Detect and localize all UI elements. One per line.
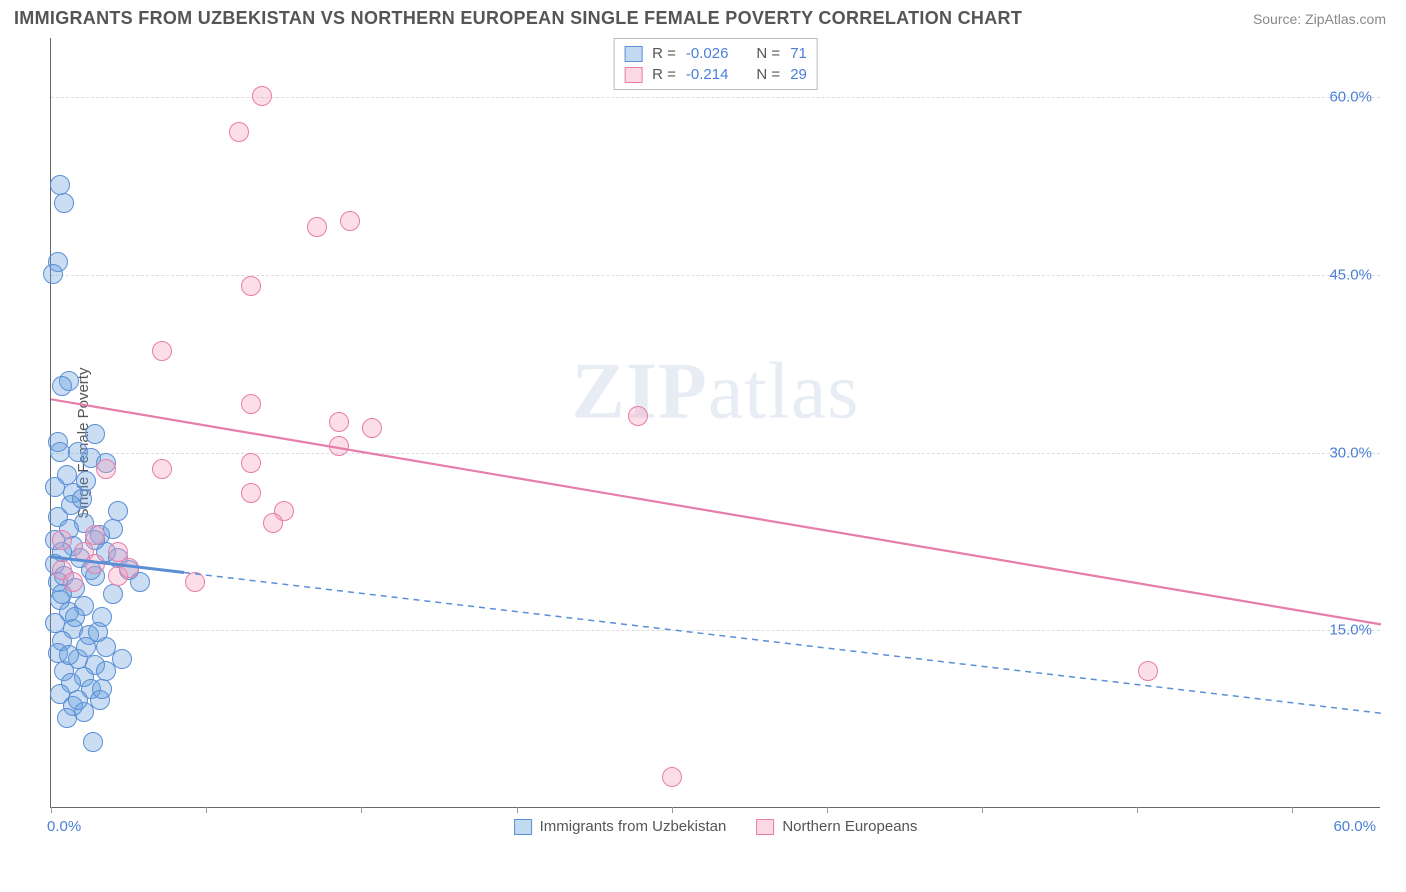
- legend-series: Immigrants from Uzbekistan Northern Euro…: [514, 818, 918, 835]
- data-point: [50, 442, 70, 462]
- data-point: [52, 376, 72, 396]
- data-point: [119, 558, 139, 578]
- data-point: [72, 489, 92, 509]
- swatch-icon: [756, 819, 774, 835]
- chart-title: IMMIGRANTS FROM UZBEKISTAN VS NORTHERN E…: [14, 8, 1022, 29]
- data-point: [88, 622, 108, 642]
- data-point: [43, 264, 63, 284]
- data-point: [229, 122, 249, 142]
- data-point: [362, 418, 382, 438]
- data-point: [241, 394, 261, 414]
- data-point: [92, 679, 112, 699]
- data-point: [103, 584, 123, 604]
- data-point: [241, 276, 261, 296]
- data-point: [96, 459, 116, 479]
- watermark: ZIPatlas: [572, 346, 860, 437]
- data-point: [152, 341, 172, 361]
- r-label: R =: [652, 66, 676, 83]
- data-point: [628, 406, 648, 426]
- data-point: [185, 572, 205, 592]
- legend-stats: R = -0.026 N = 71 R = -0.214 N = 29: [613, 38, 818, 90]
- legend-label: Northern Europeans: [782, 818, 917, 835]
- data-point: [54, 193, 74, 213]
- x-tick-mark: [827, 807, 828, 813]
- swatch-icon: [514, 819, 532, 835]
- data-point: [252, 86, 272, 106]
- swatch-icon: [624, 46, 642, 62]
- legend-item: Northern Europeans: [756, 818, 917, 835]
- x-tick-mark: [1137, 807, 1138, 813]
- n-label: N =: [756, 66, 780, 83]
- data-point: [63, 572, 83, 592]
- n-label: N =: [756, 45, 780, 62]
- data-point: [57, 708, 77, 728]
- data-point: [241, 483, 261, 503]
- x-tick-mark: [672, 807, 673, 813]
- data-point: [85, 554, 105, 574]
- data-point: [152, 459, 172, 479]
- x-tick-mark: [51, 807, 52, 813]
- x-tick-mark: [206, 807, 207, 813]
- gridline: [51, 630, 1380, 631]
- data-point: [52, 530, 72, 550]
- x-tick-mark: [982, 807, 983, 813]
- data-point: [662, 767, 682, 787]
- x-tick-mark: [517, 807, 518, 813]
- x-tick-mark: [1292, 807, 1293, 813]
- y-tick-label: 60.0%: [1329, 89, 1372, 106]
- data-point: [65, 607, 85, 627]
- data-point: [263, 513, 283, 533]
- legend-stats-row: R = -0.026 N = 71: [624, 43, 807, 64]
- x-tick-mark: [361, 807, 362, 813]
- legend-item: Immigrants from Uzbekistan: [514, 818, 727, 835]
- swatch-icon: [624, 67, 642, 83]
- y-tick-label: 15.0%: [1329, 622, 1372, 639]
- data-point: [85, 424, 105, 444]
- data-point: [112, 649, 132, 669]
- n-value: 29: [790, 66, 807, 83]
- x-tick-label: 0.0%: [47, 818, 81, 835]
- x-tick-label: 60.0%: [1333, 818, 1376, 835]
- data-point: [57, 465, 77, 485]
- data-point: [340, 211, 360, 231]
- data-point: [329, 412, 349, 432]
- data-point: [50, 175, 70, 195]
- y-tick-label: 45.0%: [1329, 266, 1372, 283]
- data-point: [103, 519, 123, 539]
- trend-lines: [51, 38, 1381, 808]
- chart-container: Single Female Poverty ZIPatlas R = -0.02…: [14, 38, 1392, 848]
- data-point: [1138, 661, 1158, 681]
- data-point: [83, 732, 103, 752]
- r-value: -0.026: [686, 45, 729, 62]
- data-point: [241, 453, 261, 473]
- y-tick-label: 30.0%: [1329, 444, 1372, 461]
- data-point: [68, 690, 88, 710]
- n-value: 71: [790, 45, 807, 62]
- r-value: -0.214: [686, 66, 729, 83]
- data-point: [329, 436, 349, 456]
- data-point: [85, 525, 105, 545]
- legend-stats-row: R = -0.214 N = 29: [624, 64, 807, 85]
- source-label: Source: ZipAtlas.com: [1253, 11, 1386, 27]
- plot-area: ZIPatlas R = -0.026 N = 71 R = -0.214 N …: [50, 38, 1380, 808]
- r-label: R =: [652, 45, 676, 62]
- data-point: [307, 217, 327, 237]
- gridline: [51, 97, 1380, 98]
- legend-label: Immigrants from Uzbekistan: [540, 818, 727, 835]
